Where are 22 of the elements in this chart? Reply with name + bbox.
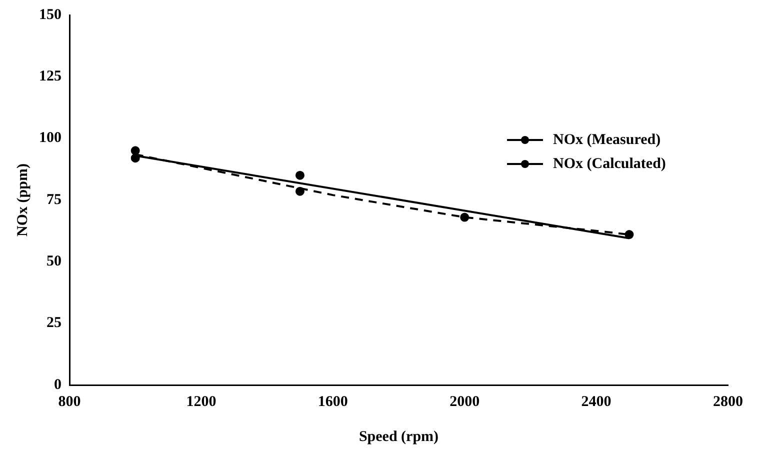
y-axis-title: NOx (ppm) — [14, 164, 31, 236]
point — [460, 212, 470, 222]
point — [130, 146, 140, 156]
x-tick-label: 800 — [58, 394, 81, 410]
x-tick-label: 2800 — [713, 394, 743, 410]
y-tick-label: 25 — [46, 315, 62, 332]
point — [295, 186, 304, 196]
y-tick-label: 100 — [39, 130, 62, 146]
point — [295, 170, 304, 180]
point — [130, 154, 140, 163]
y-tick-label: 150 — [39, 6, 62, 23]
y-tick-label: 125 — [39, 68, 62, 85]
x-tick-label: 1200 — [186, 394, 216, 410]
x-axis-title: Speed (rpm) — [358, 428, 439, 445]
x-tick-label: 2000 — [450, 394, 480, 410]
legend-label: NOx (Calculated) — [553, 156, 666, 172]
y-tick-label: 75 — [46, 192, 62, 208]
y-tick-label: 50 — [46, 254, 62, 270]
x-tick-label: 1600 — [318, 394, 348, 410]
x-tick-label: 2400 — [581, 394, 612, 410]
legend-label: NOx (Measured) — [553, 132, 661, 148]
y-tick-label: 0 — [54, 376, 62, 393]
